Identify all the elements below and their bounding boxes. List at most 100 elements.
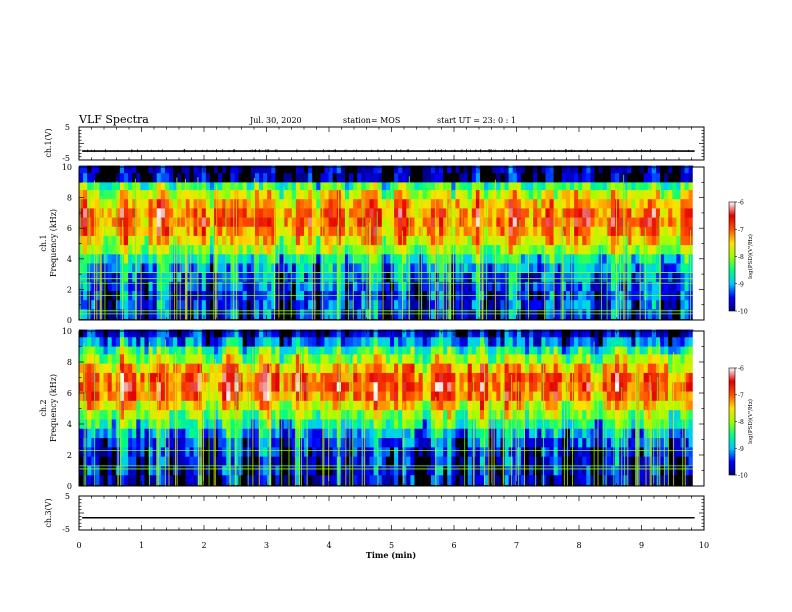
spectrogram-cell <box>651 263 657 274</box>
spectrogram-cell <box>455 456 461 467</box>
spectrogram-cell <box>647 173 653 183</box>
spectrogram-cell <box>451 372 457 383</box>
spectrogram-cell <box>357 346 362 357</box>
spectrogram-cell <box>467 272 473 283</box>
spectrogram-cell <box>377 281 383 292</box>
spectrogram-cell <box>631 235 637 246</box>
spectrogram-cell <box>377 329 383 340</box>
spectrogram-cell <box>324 263 330 274</box>
spectrogram-cell <box>226 337 231 348</box>
spectrogram-cell <box>610 182 616 192</box>
spectrogram-cell <box>623 199 628 209</box>
spectrogram-cell <box>242 281 248 292</box>
spectrogram-cell <box>226 438 231 448</box>
spectrogram-cell <box>394 391 399 402</box>
spectrogram-cell <box>299 475 305 485</box>
spectrogram-cell <box>443 354 448 365</box>
spectrogram-cell <box>308 254 313 264</box>
spectrogram-cell <box>132 208 137 218</box>
spectrogram-cell <box>557 245 563 255</box>
spectrogram-cell <box>455 337 461 348</box>
spectrogram-cell <box>107 419 113 430</box>
spectrogram-cell <box>430 272 436 283</box>
ch1-spectrogram-image <box>79 165 704 320</box>
spectrogram-cell <box>369 217 375 228</box>
spectrogram-cell <box>402 419 407 430</box>
spectrogram-cell <box>218 217 223 228</box>
spectrogram-cell <box>688 217 694 228</box>
spectrogram-cell <box>263 226 268 237</box>
spectrogram-cell <box>586 272 592 283</box>
spectrogram-cell <box>398 428 403 439</box>
spectrogram-cell <box>389 382 395 392</box>
spectrogram-cell <box>524 263 530 274</box>
spectrogram-cell <box>451 447 457 458</box>
spectrogram-cell <box>308 346 313 357</box>
spectrogram-cell <box>340 400 346 411</box>
spectrogram-cell <box>414 382 420 392</box>
spectrogram-cell <box>479 382 485 392</box>
spectrogram-cell <box>520 226 526 237</box>
spectrogram-cell <box>111 199 117 209</box>
spectrogram-cell <box>414 263 420 274</box>
spectrogram-cell <box>422 226 428 237</box>
spectrogram-cell <box>586 235 592 246</box>
spectrogram-cell <box>164 400 170 411</box>
spectrogram-cell <box>189 226 195 237</box>
spectrogram-cell <box>410 329 416 340</box>
spectrogram-cell <box>357 173 362 183</box>
spectrogram-cell <box>115 190 121 200</box>
spectrogram-cell <box>635 281 641 292</box>
spectrogram-cell <box>218 190 223 200</box>
spectrogram-cell <box>615 245 620 255</box>
spectrogram-cell <box>598 217 604 228</box>
spectrogram-cell <box>246 254 252 264</box>
spectrogram-cell <box>103 391 109 402</box>
spectrogram-cell <box>299 272 305 283</box>
spectrogram-cell <box>95 165 101 176</box>
spectrogram-cell <box>488 400 493 411</box>
spectrogram-cell <box>193 235 199 246</box>
spectrogram-cell <box>185 182 191 192</box>
spectrogram-cell <box>332 281 338 292</box>
spectrogram-cell <box>152 438 158 448</box>
spectrogram-cell <box>291 217 297 228</box>
spectrogram-cell <box>459 337 465 348</box>
spectrogram-cell <box>295 190 301 200</box>
spectrogram-cell <box>545 199 551 209</box>
spectrogram-cell <box>361 400 367 411</box>
spectrogram-cell <box>385 372 391 383</box>
spectrogram-cell <box>144 419 150 430</box>
spectrogram-cell <box>398 475 403 485</box>
spectrogram-cell <box>496 182 502 192</box>
spectrogram-cell <box>578 254 583 264</box>
spectrogram-cell <box>205 245 211 255</box>
spectrogram-cell <box>246 165 252 176</box>
spectrogram-cell <box>664 217 669 228</box>
spectrogram-cell <box>271 337 276 348</box>
spectrogram-cell <box>672 217 677 228</box>
spectrogram-cell <box>410 465 416 476</box>
spectrogram-cell <box>627 263 632 274</box>
spectrogram-cell <box>385 456 391 467</box>
spectrogram-cell <box>271 281 276 292</box>
spectrogram-cell <box>79 173 84 183</box>
spectrogram-cell <box>631 281 637 292</box>
spectrogram-cell <box>173 173 178 183</box>
spectrogram-cell <box>357 363 362 374</box>
spectrogram-cell <box>377 363 383 374</box>
spectrogram-cell <box>344 346 350 357</box>
spectrogram-cell <box>508 165 514 176</box>
spectrogram-cell <box>651 245 657 255</box>
spectrogram-cell <box>463 272 469 283</box>
spectrogram-cell <box>516 272 522 283</box>
spectrogram-cell <box>111 456 117 467</box>
spectrogram-cell <box>570 281 575 292</box>
spectrogram-cell <box>537 173 542 183</box>
spectrogram-cell <box>136 235 141 246</box>
spectrogram-cell <box>545 272 551 283</box>
spectrogram-cell <box>655 272 661 283</box>
spectrogram-cell <box>119 208 125 218</box>
spectrogram-cell <box>471 245 477 255</box>
spectrogram-cell <box>324 438 330 448</box>
